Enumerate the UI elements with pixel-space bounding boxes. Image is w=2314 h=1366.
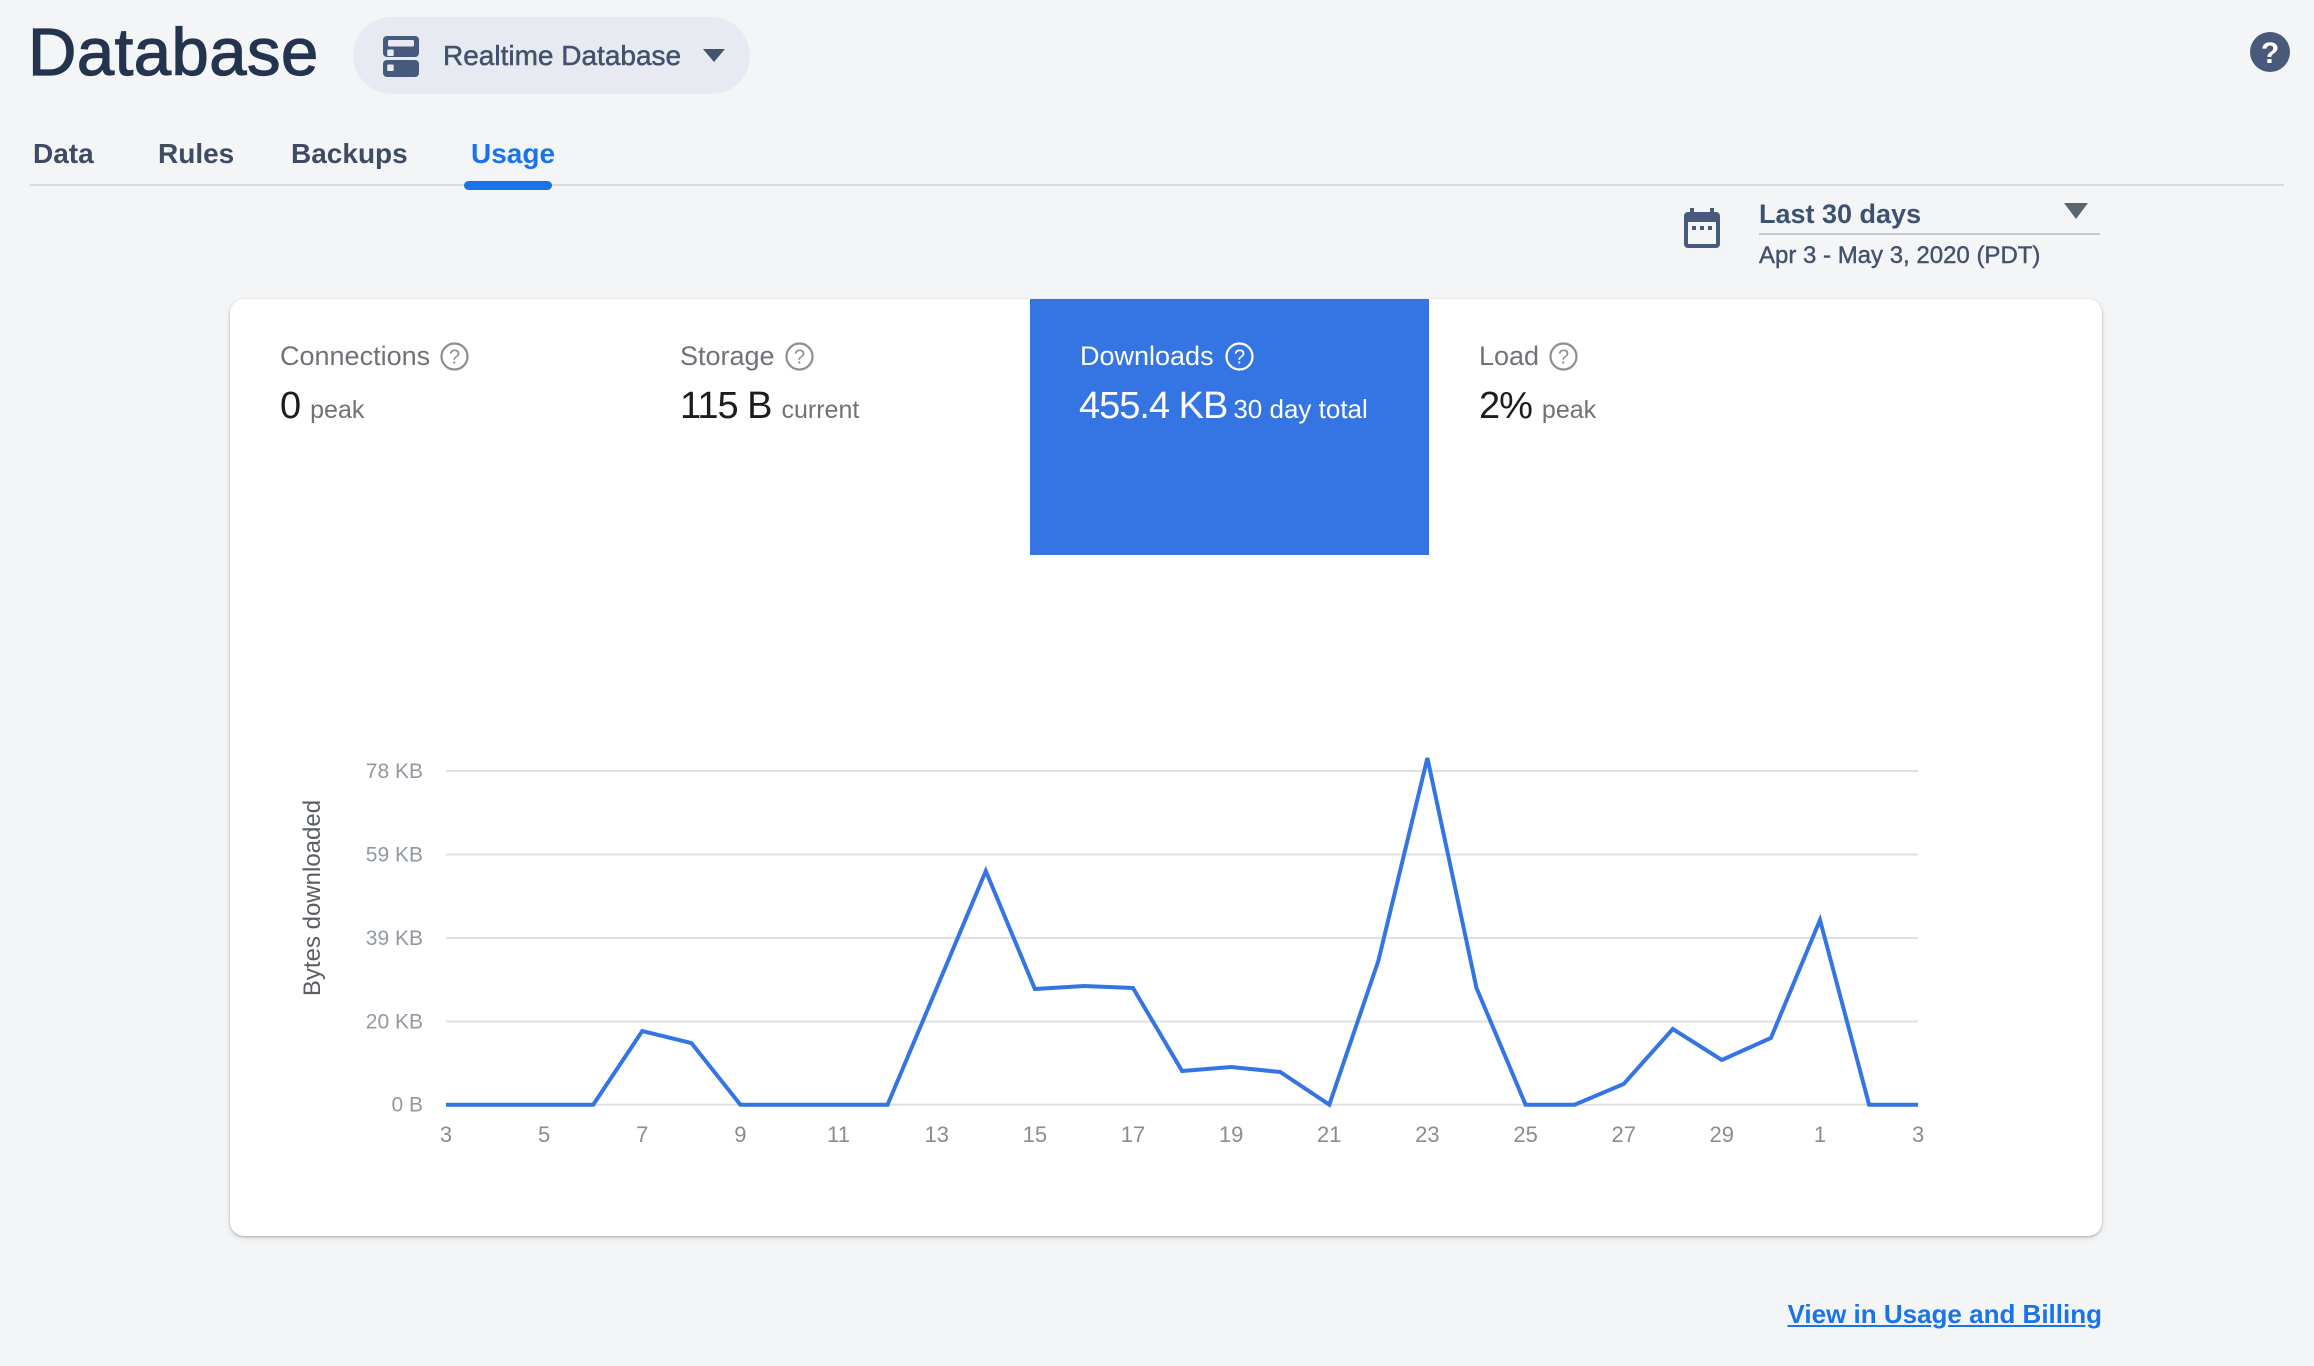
svg-text:?: ? — [1234, 347, 1245, 369]
svg-text:78 KB: 78 KB — [366, 760, 423, 783]
svg-text:9: 9 — [734, 1122, 746, 1147]
svg-text:21: 21 — [1317, 1122, 1341, 1147]
svg-text:59 KB: 59 KB — [366, 844, 423, 867]
svg-text:1: 1 — [1814, 1122, 1826, 1147]
svg-text:13: 13 — [924, 1122, 948, 1147]
svg-text:23: 23 — [1415, 1122, 1439, 1147]
svg-text:27: 27 — [1611, 1122, 1635, 1147]
svg-text:25: 25 — [1513, 1122, 1537, 1147]
svg-text:20 KB: 20 KB — [366, 1011, 423, 1034]
svg-text:?: ? — [449, 347, 460, 369]
svg-text:Bytes downloaded: Bytes downloaded — [299, 800, 326, 996]
svg-text:5: 5 — [538, 1122, 550, 1147]
svg-text:0 B: 0 B — [391, 1094, 423, 1117]
svg-text:15: 15 — [1023, 1122, 1047, 1147]
svg-text:39 KB: 39 KB — [366, 927, 423, 950]
svg-text:29: 29 — [1710, 1122, 1734, 1147]
svg-text:17: 17 — [1121, 1122, 1145, 1147]
svg-text:?: ? — [794, 347, 805, 369]
svg-text:?: ? — [2261, 37, 2279, 70]
svg-text:7: 7 — [636, 1122, 648, 1147]
svg-text:3: 3 — [1912, 1122, 1924, 1147]
svg-text:19: 19 — [1219, 1122, 1243, 1147]
svg-text:?: ? — [1558, 347, 1569, 369]
svg-text:3: 3 — [440, 1122, 452, 1147]
svg-text:11: 11 — [827, 1122, 850, 1147]
